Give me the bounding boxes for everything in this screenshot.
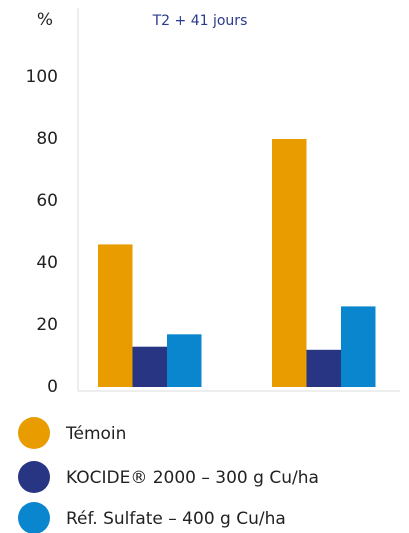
y-tick-label: 100	[26, 67, 58, 87]
bar	[167, 334, 202, 387]
bar	[98, 244, 133, 387]
legend-swatch	[18, 417, 50, 449]
y-tick-label: 60	[36, 191, 58, 211]
bar	[341, 306, 376, 387]
y-tick-label: 0	[47, 377, 58, 397]
y-tick-label: 20	[36, 315, 58, 335]
bar	[132, 346, 167, 387]
bar	[272, 139, 307, 387]
y-tick-label: 80	[36, 129, 58, 149]
legend-label: KOCIDE® 2000 – 300 g Cu/ha	[66, 468, 319, 488]
legend-label: Réf. Sulfate – 400 g Cu/ha	[66, 509, 286, 529]
legend-swatch	[18, 461, 50, 493]
bar	[306, 349, 341, 387]
y-axis-label: %	[37, 10, 53, 30]
y-tick-label: 40	[36, 253, 58, 273]
annotation: T2 + 41 jours	[152, 13, 248, 29]
legend-label: Témoin	[65, 424, 126, 444]
legend-swatch	[18, 502, 50, 533]
